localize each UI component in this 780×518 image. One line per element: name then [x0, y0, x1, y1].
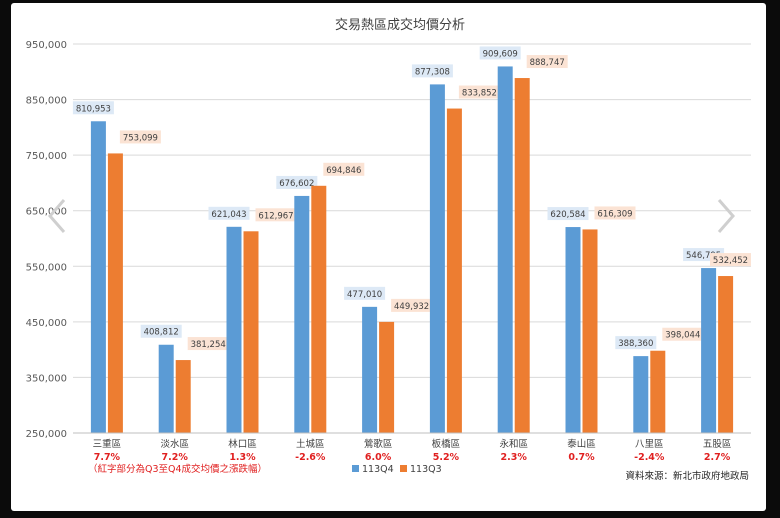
- data-label-113Q4: 877,308: [415, 67, 450, 77]
- bar-113Q4: [429, 84, 445, 433]
- data-label-113Q3: 888,747: [530, 58, 565, 68]
- x-tick-label: 泰山區: [567, 438, 596, 450]
- change-label: 6.0%: [365, 452, 392, 463]
- change-label: 5.2%: [433, 452, 460, 463]
- data-label-113Q3: 398,044: [665, 331, 700, 341]
- bar-113Q4: [633, 356, 649, 433]
- data-label-bg: [662, 327, 704, 341]
- data-label-113Q4: 388,360: [618, 339, 653, 349]
- y-tick-label: 850,000: [26, 96, 67, 107]
- bar-113Q3: [514, 78, 530, 433]
- data-label-113Q3: 381,254: [191, 340, 226, 350]
- bar-113Q4: [362, 306, 378, 433]
- change-label: 2.7%: [704, 452, 731, 463]
- data-label-bg: [391, 298, 433, 312]
- legend-swatch-113Q3: [400, 465, 407, 472]
- bar-113Q3: [243, 231, 259, 433]
- legend-swatch-113Q4: [352, 465, 359, 472]
- data-label-bg: [594, 206, 636, 220]
- y-tick-label: 250,000: [26, 429, 67, 440]
- data-label-113Q4: 408,812: [144, 328, 179, 338]
- data-label-bg: [344, 286, 386, 300]
- data-label-bg: [710, 253, 751, 267]
- bar-113Q3: [175, 360, 191, 433]
- data-label-113Q3: 616,309: [597, 209, 632, 219]
- y-tick-label: 450,000: [26, 318, 67, 329]
- bar-113Q3: [311, 185, 327, 433]
- data-label-bg: [547, 207, 589, 221]
- change-label: 1.3%: [229, 452, 256, 463]
- x-tick-label: 淡水區: [160, 438, 189, 450]
- data-label-113Q3: 753,099: [123, 133, 158, 143]
- chevron-right-icon[interactable]: [713, 196, 739, 236]
- source-note: 資料來源：新北市政府地政局: [625, 470, 749, 482]
- x-tick-label: 永和區: [499, 438, 528, 450]
- data-label-113Q4: 620,584: [550, 210, 585, 220]
- data-label-bg: [255, 208, 297, 222]
- change-label: 2.3%: [501, 452, 528, 463]
- bar-chart: 交易熱區成交均價分析 250,000 350,000 450,000 550,000 65…: [26, 17, 751, 482]
- y-tick-label: 950,000: [26, 40, 67, 51]
- data-label-bg: [119, 130, 161, 144]
- y-tick-label: 750,000: [26, 151, 67, 162]
- data-label-bg: [140, 324, 182, 338]
- bar-113Q4: [90, 121, 106, 434]
- chart-note: （紅字部分為Q3至Q4成交均價之漲跌幅）: [88, 463, 267, 475]
- data-label-113Q4: 676,602: [279, 179, 314, 189]
- bar-113Q3: [107, 153, 123, 433]
- data-label-bg: [72, 101, 114, 115]
- data-label-113Q3: 833,852: [462, 89, 497, 99]
- change-label: 7.7%: [94, 452, 121, 463]
- x-tick-label: 八里區: [635, 439, 664, 450]
- data-label-113Q4: 810,953: [76, 104, 111, 114]
- change-label: -2.4%: [634, 452, 665, 463]
- data-label-bg: [187, 337, 229, 351]
- bar-113Q3: [446, 108, 462, 433]
- bar-113Q3: [650, 350, 666, 433]
- data-label-bg: [208, 206, 250, 220]
- data-label-bg: [411, 64, 453, 78]
- x-tick-label: 土城區: [296, 438, 325, 450]
- data-label-113Q3: 449,932: [394, 302, 429, 312]
- x-tick-label: 鶯歌區: [364, 438, 393, 450]
- bar-113Q4: [158, 344, 174, 433]
- bar-113Q4: [226, 226, 242, 433]
- x-tick-label: 五股區: [703, 439, 732, 450]
- data-label-113Q4: 909,609: [483, 49, 518, 59]
- data-label-113Q3: 612,967: [258, 211, 293, 221]
- chart-title: 交易熱區成交均價分析: [335, 17, 465, 33]
- bar-113Q4: [294, 195, 310, 433]
- bar-113Q4: [497, 66, 513, 433]
- data-label-bg: [458, 85, 500, 99]
- bar-113Q4: [701, 268, 717, 433]
- data-label-113Q4: 621,043: [211, 210, 246, 220]
- y-tick-label: 550,000: [26, 262, 67, 273]
- bar-113Q3: [718, 276, 734, 433]
- data-label-bg: [615, 336, 657, 350]
- chevron-left-icon[interactable]: [44, 196, 70, 236]
- data-label-113Q3: 532,452: [713, 256, 748, 266]
- chart-frame: 交易熱區成交均價分析 250,000 350,000 450,000 550,000 65…: [11, 3, 766, 511]
- y-tick-label: 650,000: [26, 207, 67, 218]
- data-label-bg: [323, 162, 365, 176]
- x-tick-label: 板橋區: [432, 438, 461, 450]
- data-label-bg: [526, 55, 568, 69]
- x-tick-label: 三重區: [93, 438, 122, 450]
- bar-113Q3: [379, 321, 395, 433]
- data-label-113Q4: 546,795: [686, 251, 721, 261]
- legend-label: 113Q3: [410, 464, 442, 475]
- bar-113Q4: [565, 227, 581, 433]
- data-label-bg: [479, 46, 521, 60]
- data-label-113Q3: 694,846: [326, 166, 361, 176]
- bar-113Q3: [582, 229, 598, 433]
- change-label: 7.2%: [162, 452, 189, 463]
- legend-label: 113Q4: [362, 464, 394, 475]
- change-label: 0.7%: [568, 452, 595, 463]
- data-label-bg: [276, 175, 318, 189]
- change-label: -2.6%: [295, 452, 326, 463]
- x-tick-label: 林口區: [228, 438, 257, 450]
- y-tick-label: 350,000: [26, 373, 67, 384]
- data-label-113Q4: 477,010: [347, 290, 382, 300]
